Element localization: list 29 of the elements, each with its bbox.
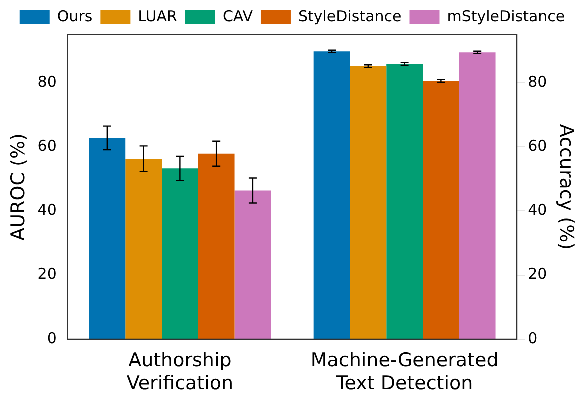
- x-tick-label: Authorship Verification: [126, 350, 234, 395]
- x-tick-label: Machine-Generated Text Detection: [310, 350, 499, 395]
- legend-label: LUAR: [138, 7, 178, 26]
- legend-label: mStyleDistance: [447, 7, 566, 26]
- y2-tick-label: 60: [528, 137, 548, 156]
- bar: [423, 81, 460, 340]
- bar: [350, 66, 387, 340]
- legend-label: Ours: [57, 7, 93, 26]
- y-tick-label: 60: [38, 137, 57, 156]
- bar: [162, 168, 198, 340]
- bar: [314, 52, 350, 340]
- y-axis-title: AUROC (%): [7, 134, 30, 241]
- bar: [459, 52, 496, 340]
- y2-tick-label: 0: [528, 329, 538, 348]
- bar: [234, 190, 272, 340]
- y-tick-label: 20: [38, 265, 57, 284]
- y-tick-label: 40: [38, 201, 57, 220]
- y2-tick-label: 20: [528, 265, 548, 284]
- bar: [126, 159, 162, 340]
- y-tick-label: 80: [38, 72, 57, 91]
- bar: [198, 154, 235, 340]
- y-tick-label: 0: [47, 329, 57, 348]
- y2-tick-label: 80: [528, 72, 548, 91]
- y2-axis-title: Accuracy (%): [556, 124, 578, 250]
- legend-label: StyleDistance: [298, 7, 402, 26]
- bar: [386, 64, 423, 340]
- bar: [89, 138, 126, 340]
- y2-tick-label: 40: [528, 201, 548, 220]
- legend-label: CAV: [222, 7, 254, 26]
